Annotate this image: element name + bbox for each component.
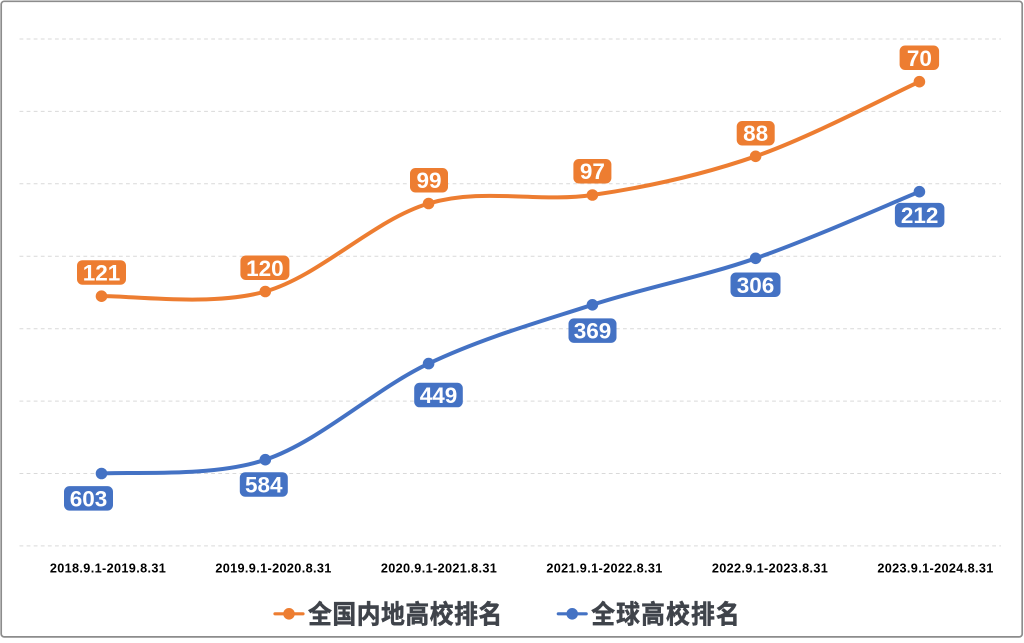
svg-text:120: 120 — [246, 256, 284, 281]
svg-text:97: 97 — [580, 159, 605, 184]
svg-text:2020.9.1-2021.8.31: 2020.9.1-2021.8.31 — [381, 561, 497, 575]
svg-text:88: 88 — [743, 121, 768, 146]
svg-text:99: 99 — [416, 168, 441, 193]
svg-text:212: 212 — [901, 203, 939, 228]
svg-text:603: 603 — [70, 486, 108, 511]
svg-text:306: 306 — [737, 273, 775, 298]
svg-text:2019.9.1-2020.8.31: 2019.9.1-2020.8.31 — [215, 561, 331, 575]
svg-text:584: 584 — [245, 472, 283, 497]
svg-text:2022.9.1-2023.8.31: 2022.9.1-2023.8.31 — [712, 561, 828, 575]
svg-text:369: 369 — [574, 319, 612, 344]
svg-text:70: 70 — [907, 46, 932, 71]
svg-text:449: 449 — [420, 383, 458, 408]
svg-text:2023.9.1-2024.8.31: 2023.9.1-2024.8.31 — [877, 561, 993, 575]
svg-text:2021.9.1-2022.8.31: 2021.9.1-2022.8.31 — [546, 561, 662, 575]
svg-text:121: 121 — [83, 260, 121, 285]
svg-text:2018.9.1-2019.8.31: 2018.9.1-2019.8.31 — [50, 561, 166, 575]
